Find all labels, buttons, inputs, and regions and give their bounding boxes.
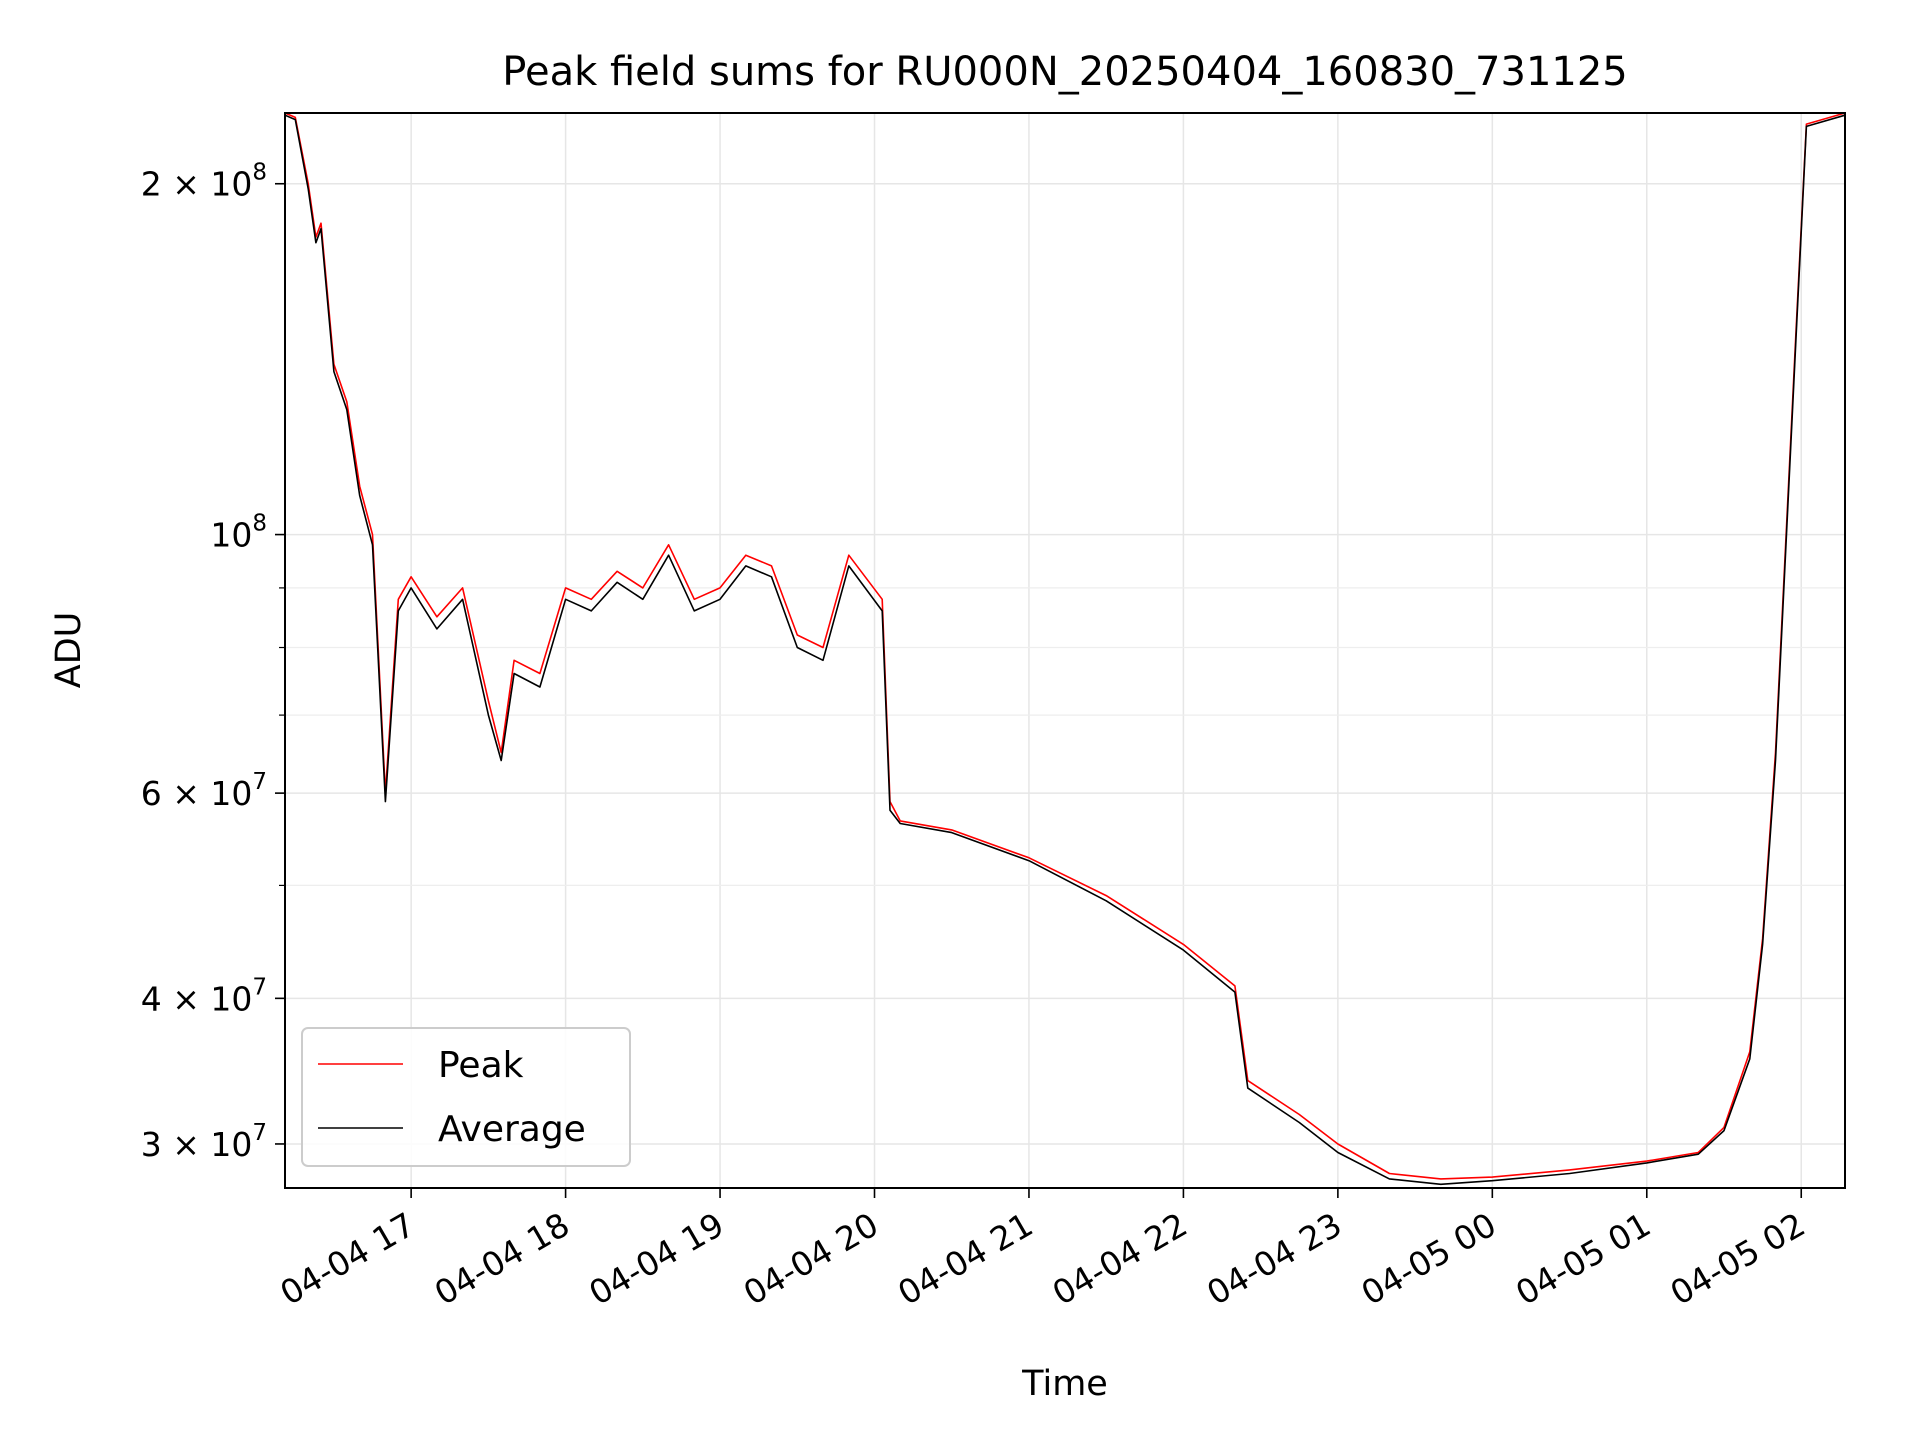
chart-title: Peak field sums for RU000N_20250404_1608… [502, 49, 1627, 95]
gridlines [285, 113, 1845, 1188]
y-tick-label: 2 × 108 [141, 160, 267, 204]
y-axis-label: ADU [49, 612, 89, 689]
y-tick-exponent: 8 [252, 511, 267, 537]
y-tick-base: 4 × 10 [141, 979, 253, 1018]
y-tick-exponent: 8 [252, 160, 267, 186]
series-line-average [284, 114, 1846, 1186]
legend-box [301, 1027, 631, 1167]
y-tick-label: 4 × 107 [141, 974, 267, 1018]
plot-frame [284, 112, 1846, 1189]
y-tick-exponent: 7 [252, 974, 267, 1000]
x-axis-label: Time [1021, 1364, 1108, 1404]
y-tick-base: 3 × 10 [141, 1125, 253, 1164]
legend-label-average: Average [438, 1109, 586, 1150]
y-tick-label: 108 [210, 511, 267, 555]
y-tick-base: 6 × 10 [141, 774, 253, 813]
y-tick-exponent: 7 [252, 1120, 267, 1146]
y-tick-exponent: 7 [252, 769, 267, 795]
legend-label-peak: Peak [438, 1045, 524, 1086]
y-tick-base: 10 [210, 516, 252, 555]
series-layer [284, 112, 1846, 1186]
y-tick-label: 3 × 107 [141, 1120, 267, 1164]
y-tick-base: 2 × 10 [141, 165, 253, 204]
legend: Peak Average [301, 1027, 631, 1167]
y-tick-label: 6 × 107 [141, 769, 267, 813]
